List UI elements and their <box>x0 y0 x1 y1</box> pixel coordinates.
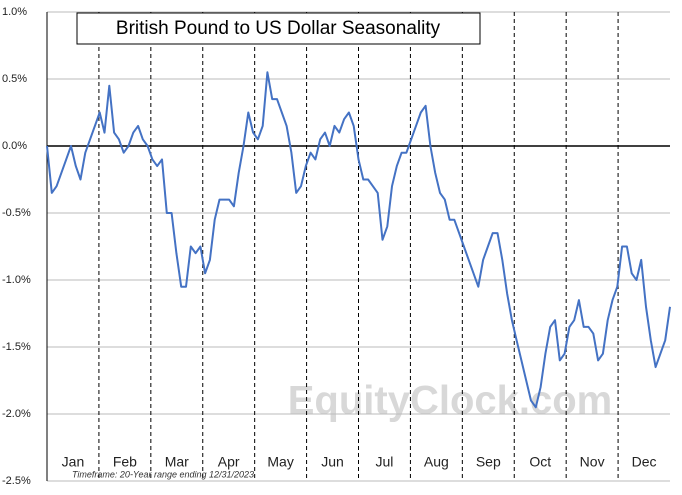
y-tick-label: 0.5% <box>2 73 27 85</box>
y-tick-label: 1.0% <box>2 6 27 18</box>
y-tick-label: -1.0% <box>2 274 31 286</box>
x-tick-label: Jan <box>62 454 85 470</box>
x-tick-label: Jul <box>376 454 394 470</box>
x-tick-label: Sep <box>476 454 501 470</box>
x-tick-label: Aug <box>424 454 449 470</box>
y-tick-label: -1.5% <box>2 341 31 353</box>
y-tick-label: -0.5% <box>2 207 31 219</box>
x-tick-label: Mar <box>165 454 189 470</box>
x-tick-label: May <box>267 454 293 470</box>
x-tick-label: Dec <box>632 454 657 470</box>
x-tick-label: Nov <box>580 454 605 470</box>
x-tick-label: Oct <box>529 454 551 470</box>
footnote: Timeframe: 20-Year range ending 12/31/20… <box>72 469 254 479</box>
chart-title: British Pound to US Dollar Seasonality <box>116 18 441 39</box>
y-tick-label: -2.0% <box>2 408 31 420</box>
watermark: EquityClock.com <box>288 379 613 423</box>
x-tick-label: Jun <box>321 454 344 470</box>
series-line <box>46 71 671 409</box>
y-tick-label: -2.5% <box>2 475 31 487</box>
plot-area: -2.5% -2.0% -1.5% -1.0% -0.5% 0.0% 0.5% 1.0% Jan… <box>2 6 671 487</box>
x-tick-label: Apr <box>218 454 240 470</box>
y-tick-label: 0.0% <box>2 140 27 152</box>
title-box <box>76 12 481 45</box>
x-tick-label: Feb <box>113 454 137 470</box>
